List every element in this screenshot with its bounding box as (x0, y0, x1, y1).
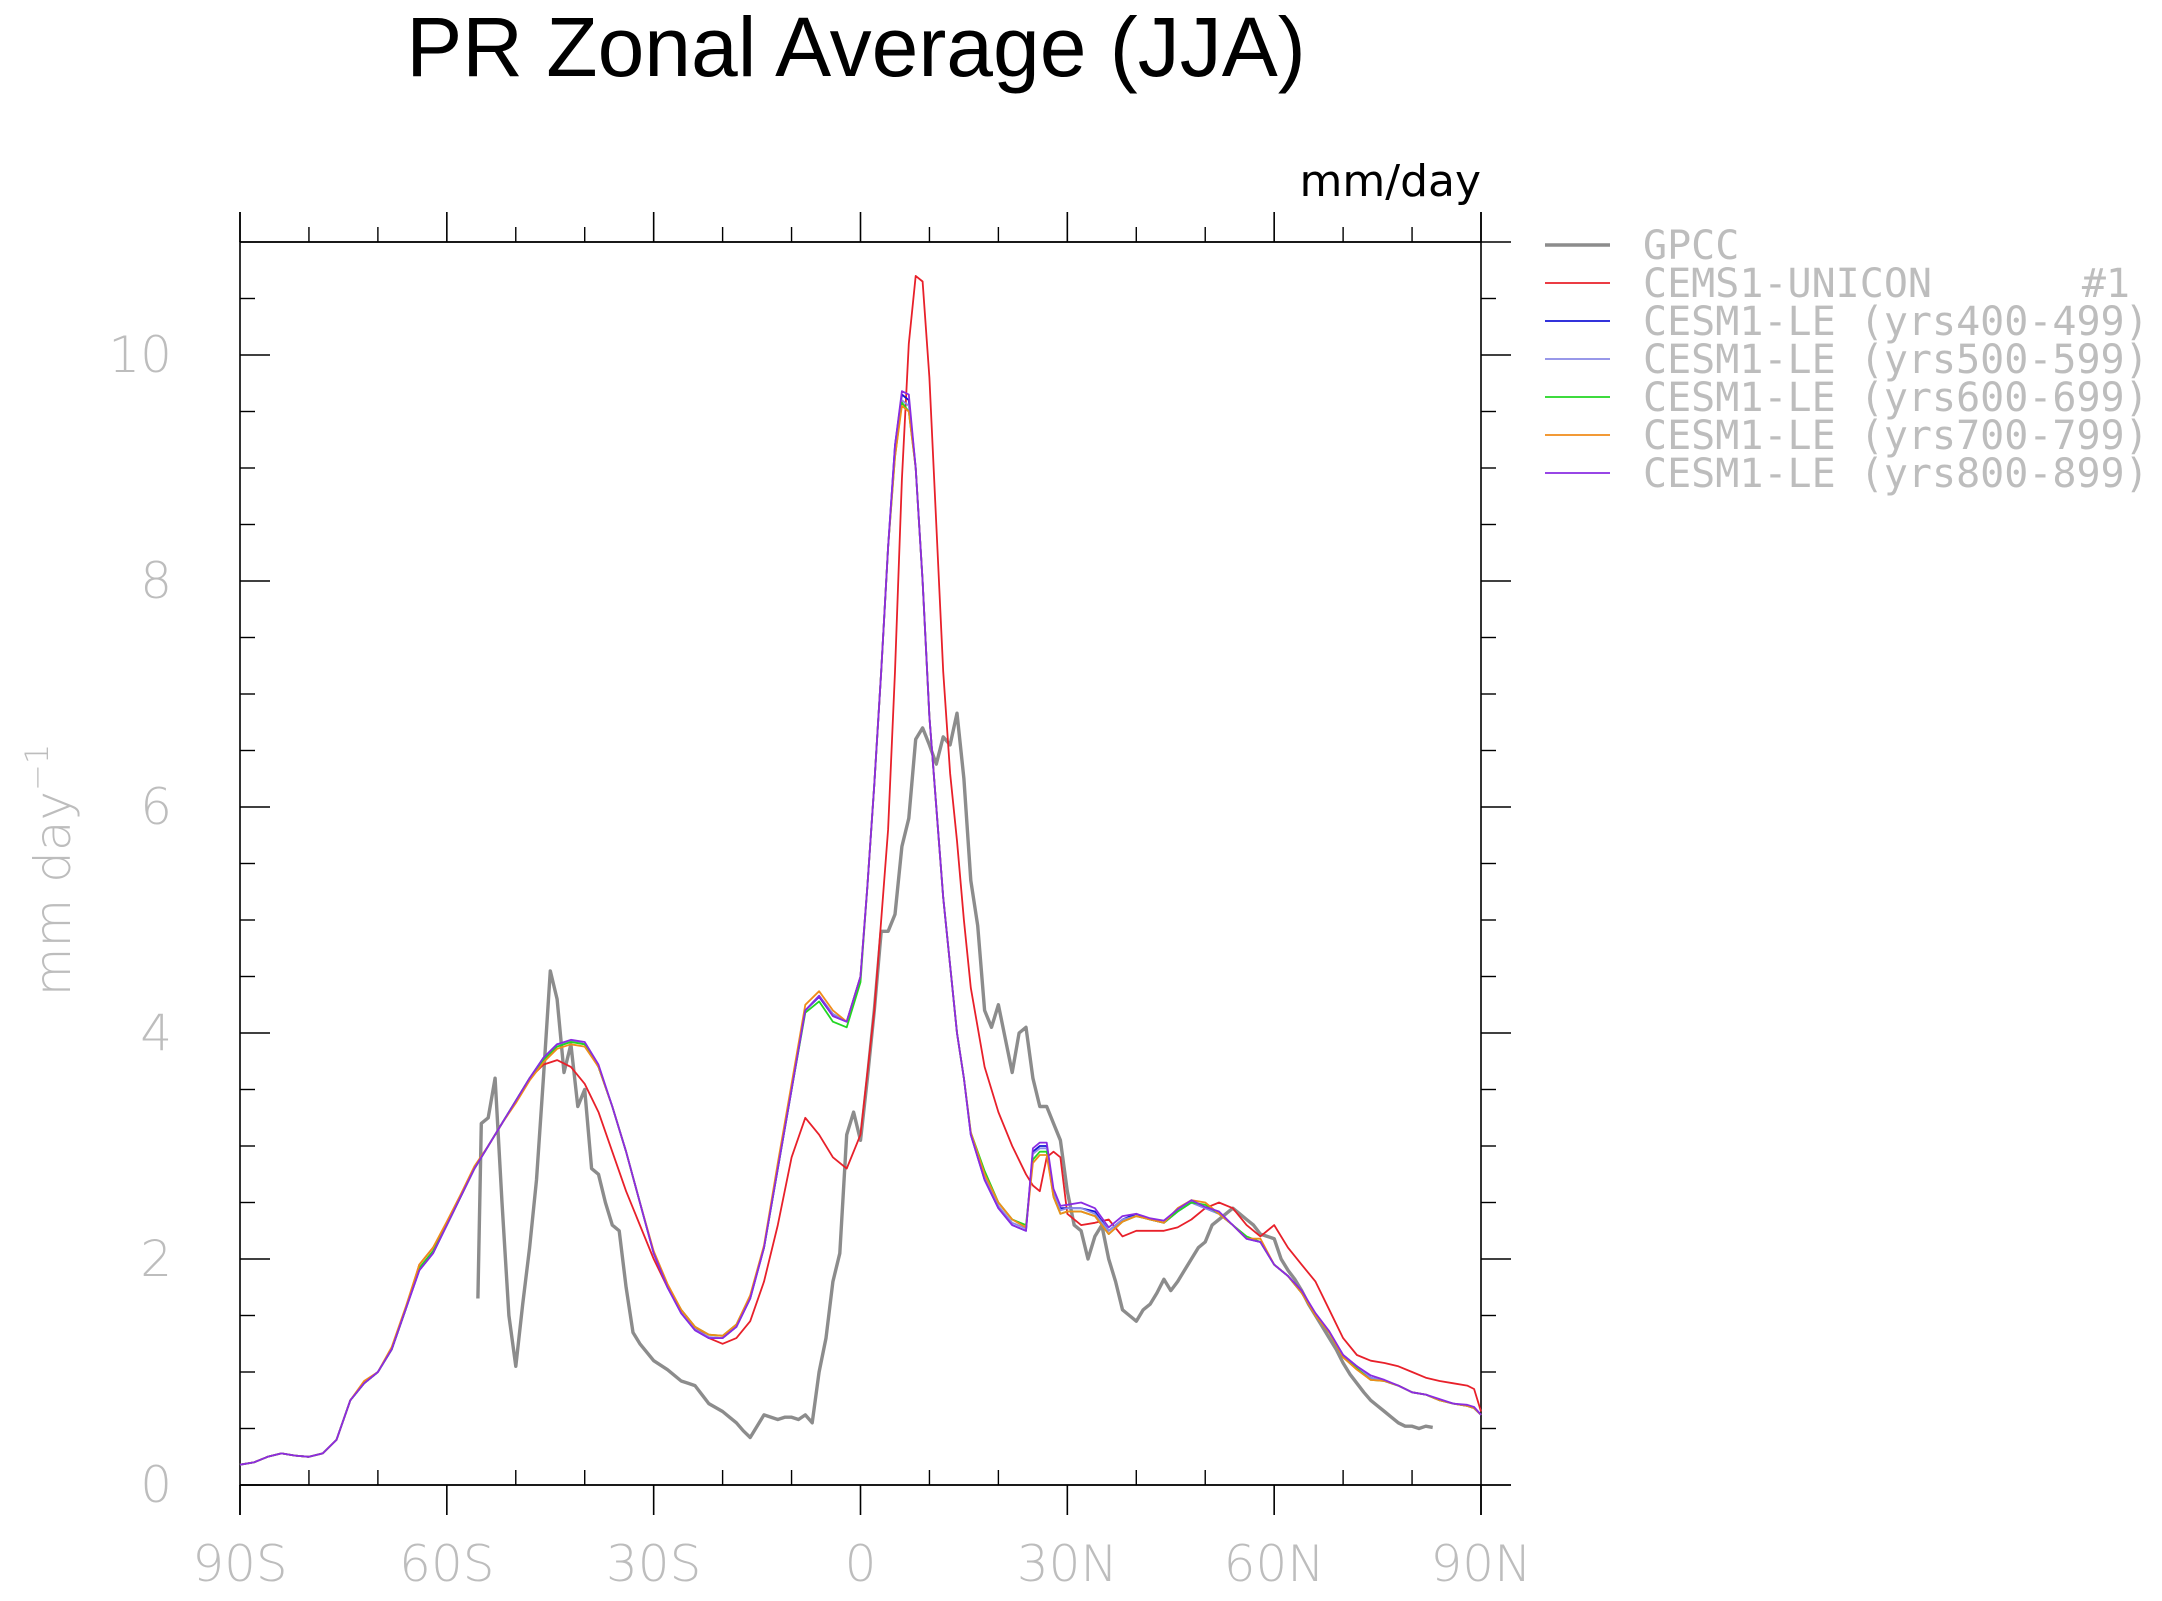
y-tick-label: 8 (140, 552, 172, 610)
y-tick-label: 10 (108, 326, 172, 384)
x-tick-label: 0 (845, 1535, 877, 1593)
x-ticks: 90S 60S 30S 0 30N 60N 90N (192, 212, 1532, 1593)
x-tick-label: 30N (1017, 1535, 1118, 1593)
series-line-1 (476, 711, 1433, 1440)
y-tick-label: 6 (140, 778, 172, 836)
legend-label: CESM1-LE (yrs400-499) (1643, 299, 2149, 345)
legend-label: GPCC (1643, 223, 1739, 269)
series-line-4 (239, 399, 1482, 1466)
series-line-6 (239, 404, 1482, 1466)
y-tick-label: 4 (140, 1004, 172, 1062)
series-layer (239, 274, 1482, 1466)
legend-label: CESM1-LE (yrs500-599) (1643, 337, 2149, 383)
y-axis-label-text: mm day (24, 791, 82, 996)
legend-label: CESM1-LE (yrs700-799) (1643, 413, 2149, 459)
plot-area (239, 241, 1482, 1486)
y-axis: 0 2 4 6 8 10 mm day−1 (18, 212, 1511, 1515)
y-ticks: 0 2 4 6 8 10 (108, 297, 1511, 1514)
y-tick-label: 2 (140, 1230, 172, 1288)
x-tick-label: 90N (1430, 1535, 1531, 1593)
legend-label: CESM1-LE (yrs600-699) (1643, 375, 2149, 421)
series-line-3 (239, 393, 1482, 1466)
series-line-5 (239, 401, 1482, 1466)
units-label: mm/day (1300, 156, 1481, 207)
y-tick-label: 0 (140, 1456, 172, 1514)
series-line-2 (239, 274, 1482, 1466)
series-line-7 (239, 390, 1482, 1466)
x-tick-label: 30S (606, 1535, 701, 1593)
y-axis-label: mm day−1 (18, 744, 82, 996)
plot-frame (239, 241, 1482, 1486)
chart-title: PR Zonal Average (JJA) (406, 0, 1306, 94)
x-tick-label: 60N (1224, 1535, 1325, 1593)
legend-label: CESM1-LE (yrs800-899) (1643, 451, 2149, 497)
x-tick-label: 60S (399, 1535, 494, 1593)
x-axis: 90S 60S 30S 0 30N 60N 90N (192, 212, 1532, 1593)
x-tick-label: 90S (192, 1535, 287, 1593)
legend-label: CEMS1-UNICON (1643, 261, 1932, 307)
y-axis-label-superscript: −1 (18, 744, 56, 791)
legend-tag: #1 (2082, 261, 2130, 307)
